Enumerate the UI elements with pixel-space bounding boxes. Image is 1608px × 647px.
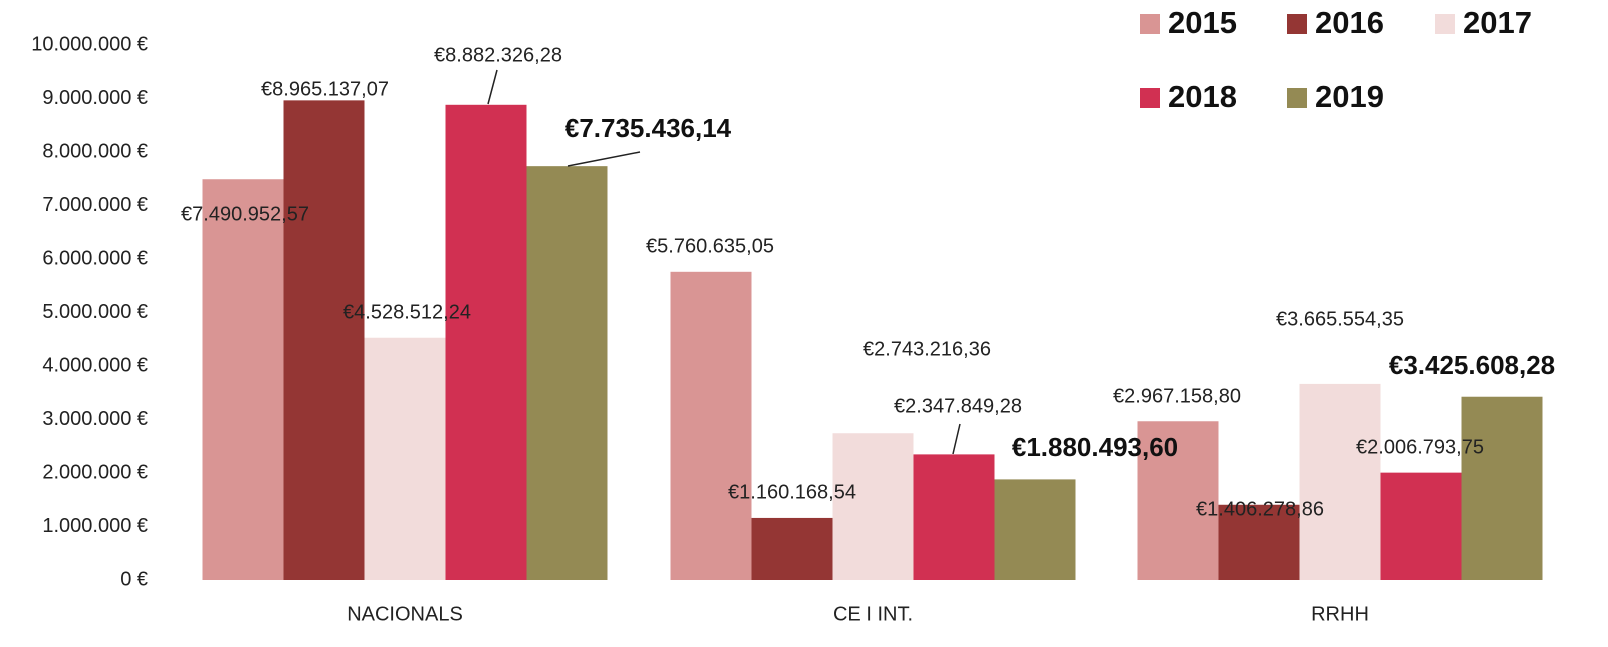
- data-label: €1.406.278,86: [1196, 498, 1324, 520]
- legend-label: 2019: [1315, 79, 1384, 114]
- bar: [283, 100, 365, 580]
- bar: [445, 104, 527, 581]
- y-tick-label: 6.000.000 €: [42, 247, 148, 269]
- y-tick-label: 1.000.000 €: [42, 515, 148, 537]
- data-label: €7.490.952,57: [181, 203, 309, 225]
- y-tick-label: 3.000.000 €: [42, 408, 148, 430]
- data-label: €2.967.158,80: [1113, 385, 1241, 407]
- data-label: €2.743.216,36: [863, 338, 991, 360]
- data-label: €7.735.436,14: [565, 113, 732, 143]
- bar: [202, 179, 284, 580]
- legend-label: 2015: [1168, 5, 1237, 40]
- leader-line: [487, 69, 498, 105]
- data-label: €5.760.635,05: [646, 235, 774, 257]
- y-tick-label: 8.000.000 €: [42, 140, 148, 162]
- bar: [1218, 504, 1300, 580]
- legend-label: 2017: [1463, 5, 1532, 40]
- y-tick-label: 2.000.000 €: [42, 461, 148, 483]
- legend-label: 2016: [1315, 5, 1384, 40]
- legend-swatch: [1287, 14, 1307, 34]
- bar: [1461, 396, 1543, 580]
- data-label: €1.880.493,60: [1012, 432, 1178, 462]
- x-tick-label: RRHH: [1311, 603, 1369, 625]
- y-tick-label: 5.000.000 €: [42, 301, 148, 323]
- bar: [832, 433, 914, 580]
- data-label: €4.528.512,24: [343, 301, 471, 323]
- data-label: €2.347.849,28: [894, 395, 1022, 417]
- legend-label: 2018: [1168, 79, 1237, 114]
- data-label: €2.006.793,75: [1356, 436, 1484, 458]
- bar: [670, 271, 752, 580]
- bar: [1380, 472, 1462, 580]
- bar: [1137, 421, 1219, 580]
- legend-swatch: [1140, 14, 1160, 34]
- bar: [994, 479, 1076, 580]
- leader-line: [567, 151, 641, 167]
- legend-swatch: [1435, 14, 1455, 34]
- data-label: €1.160.168,54: [728, 481, 856, 503]
- y-tick-label: 4.000.000 €: [42, 354, 148, 376]
- y-tick-label: 9.000.000 €: [42, 87, 148, 109]
- y-tick-label: 0 €: [120, 568, 148, 590]
- bar: [913, 454, 995, 580]
- bar: [364, 337, 446, 580]
- x-tick-label: NACIONALS: [347, 603, 463, 625]
- leader-line: [952, 423, 961, 455]
- x-tick-label: CE I INT.: [833, 603, 913, 625]
- bar: [751, 517, 833, 580]
- y-tick-label: 10.000.000 €: [31, 33, 148, 55]
- data-label: €8.882.326,28: [434, 44, 562, 66]
- legend-swatch: [1140, 88, 1160, 108]
- y-tick-label: 7.000.000 €: [42, 194, 148, 216]
- data-label: €3.425.608,28: [1389, 350, 1555, 380]
- data-label: €8.965.137,07: [261, 78, 389, 100]
- legend-swatch: [1287, 88, 1307, 108]
- bar: [1299, 383, 1381, 580]
- bar: [526, 166, 608, 580]
- data-label: €3.665.554,35: [1276, 308, 1404, 330]
